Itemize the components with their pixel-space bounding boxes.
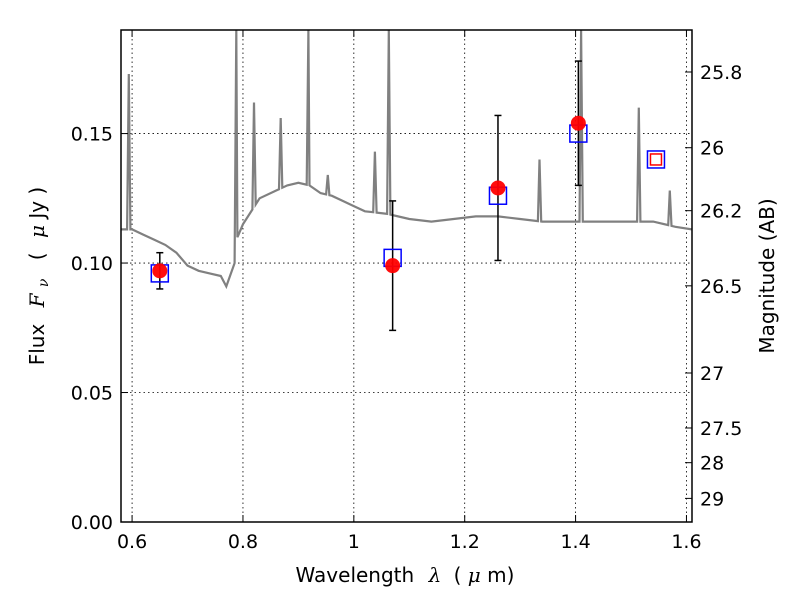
observed-square-marker xyxy=(649,153,663,166)
observed-point xyxy=(385,258,401,274)
x-axis-title: Wavelength λ ( μ m) xyxy=(296,563,515,587)
x-axis-title-unit-mu: μ xyxy=(468,563,481,587)
y-axis-title: Flux F ν ( μ Jy ) xyxy=(25,187,53,366)
x-tick-label: 1.4 xyxy=(560,531,590,553)
y-axis-title-text: Flux xyxy=(25,324,49,366)
spectrum-line xyxy=(121,30,692,290)
y-axis-title-unit-mu: μ xyxy=(25,225,49,238)
y-tick-label: 0.10 xyxy=(71,253,113,275)
model-square-marker xyxy=(646,150,666,169)
y2-tick-label: 26 xyxy=(700,138,724,160)
observed-point xyxy=(570,115,586,131)
y2-tick-label: 27 xyxy=(700,363,724,385)
x-tick-label: 1.2 xyxy=(450,531,480,553)
x-tick-label: 0.6 xyxy=(117,531,147,553)
y-axis-title-unit-rest: Jy ) xyxy=(25,187,49,221)
y2-tick-label: 27.5 xyxy=(700,418,742,440)
y2-tick-label: 29 xyxy=(700,488,724,510)
y-axis-title-symbol: F xyxy=(25,292,49,308)
x-tick-label: 1.6 xyxy=(671,531,701,553)
y-axis-title-subscript: ν xyxy=(36,278,52,287)
y2-tick-label: 28 xyxy=(700,453,724,475)
y2-axis-title: Magnitude (AB) xyxy=(755,198,779,353)
y-tick-label: 0.05 xyxy=(71,383,113,405)
y2-tick-label: 26.2 xyxy=(700,201,742,223)
y-tick-label: 0.00 xyxy=(71,512,113,534)
model-spectrum xyxy=(121,30,692,290)
x-tick-label: 0.8 xyxy=(228,531,258,553)
observed-point xyxy=(152,263,168,279)
y-axis-ticks: 0.00 0.05 0.10 0.15 xyxy=(71,124,128,534)
observed-photometry-points xyxy=(152,115,586,279)
y2-tick-label: 25.8 xyxy=(700,62,742,84)
x-axis-title-text: Wavelength xyxy=(296,563,415,587)
y2-axis-ticks: 25.8 26 26.2 26.5 27 27.5 28 29 xyxy=(685,62,742,510)
y2-tick-label: 26.5 xyxy=(700,276,742,298)
x-tick-label: 1 xyxy=(348,531,360,553)
observed-point xyxy=(490,180,506,196)
plot-frame xyxy=(120,29,693,523)
y-tick-label: 0.15 xyxy=(71,124,113,146)
x-axis-title-unit-open: ( xyxy=(454,563,462,587)
x-axis-ticks: 0.6 0.8 1 1.2 1.4 1.6 xyxy=(117,30,702,553)
x-axis-title-symbol: λ xyxy=(428,563,442,587)
x-axis-title-unit-rest: m) xyxy=(487,563,514,587)
y-axis-title-unit-open: ( xyxy=(25,252,49,260)
